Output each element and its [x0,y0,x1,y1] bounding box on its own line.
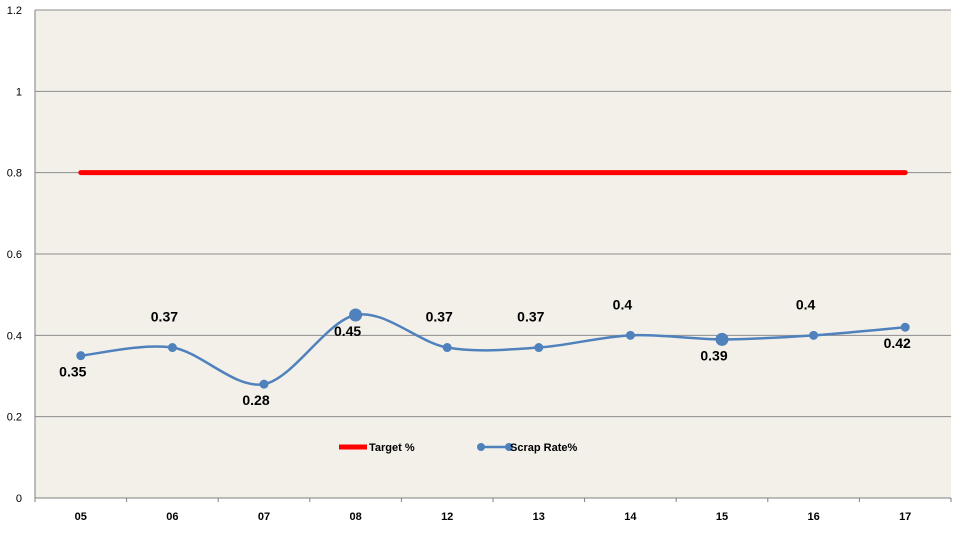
legend: Target % Scrap Rate% [339,442,577,454]
x-tick-label: 07 [258,511,270,523]
data-point [809,330,819,340]
x-tick-label: 17 [899,511,911,523]
data-point [167,343,177,353]
legend-target-label: Target % [369,442,415,454]
data-labels: 0.35 0.37 0.28 0.45 0.37 0.37 0.4 0.39 0.4 0.42 [59,296,911,408]
x-tick-label: 05 [75,511,87,523]
data-label: 0.28 [242,392,269,408]
y-tick-label: 0.8 [7,168,22,180]
y-tick-label: 1.2 [7,5,22,17]
y-tick-label: 0.2 [7,412,22,424]
data-point [715,332,729,346]
data-label: 0.37 [151,309,178,325]
data-label: 0.37 [517,309,544,325]
data-point [625,330,635,340]
x-tick-label: 08 [349,511,361,523]
data-point [76,351,86,361]
data-point [900,322,910,332]
legend-scrap-marker [477,443,485,451]
data-label: 0.45 [334,323,361,339]
data-label: 0.35 [59,364,86,380]
data-label: 0.4 [796,296,816,312]
series-line-scrap-rate [80,313,906,386]
y-tick-label: 0 [16,493,22,505]
y-tick-label: 1 [16,86,22,98]
x-tick-label: 15 [716,511,728,523]
y-axis-ticks: 0 0.2 0.4 0.6 0.8 1 1.2 [7,5,22,505]
x-tick-label: 12 [441,511,453,523]
x-tick-label: 13 [533,511,545,523]
y-tick-label: 0.6 [7,249,22,261]
data-label: 0.4 [613,296,633,312]
data-label: 0.42 [884,335,911,351]
data-label: 0.37 [426,309,453,325]
data-point [534,343,544,353]
x-tick-label: 16 [807,511,819,523]
x-tick-label: 06 [166,511,178,523]
legend-scrap-label: Scrap Rate% [510,442,577,454]
data-label: 0.39 [700,347,727,363]
data-point [442,343,452,353]
y-tick-label: 0.4 [7,330,22,342]
x-tick-label: 14 [624,511,637,523]
data-point [259,379,269,389]
data-point [349,308,363,322]
series-markers [76,308,910,389]
legend-scrap-marker [505,443,513,451]
series-lines [78,170,908,386]
x-axis-ticks: 05 06 07 08 12 13 14 15 16 17 [34,498,952,523]
